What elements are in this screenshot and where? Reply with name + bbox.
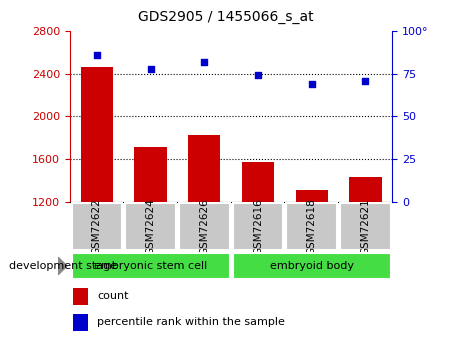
Text: GSM72626: GSM72626 (199, 198, 209, 255)
Polygon shape (58, 257, 67, 275)
Bar (134, 147, 167, 202)
Bar (296, 190, 328, 202)
Bar (72, 203, 122, 250)
Bar (340, 203, 391, 250)
Point (254, 73, 262, 78)
Bar (233, 203, 283, 250)
Point (201, 59, 208, 65)
Point (308, 81, 315, 87)
Text: GSM72616: GSM72616 (253, 198, 263, 255)
Bar (72, 253, 230, 279)
Text: GSM72618: GSM72618 (307, 198, 317, 255)
Bar (242, 162, 274, 202)
Text: percentile rank within the sample: percentile rank within the sample (97, 317, 285, 327)
Bar (233, 253, 391, 279)
Bar (350, 177, 382, 202)
Text: GSM72622: GSM72622 (92, 198, 102, 255)
Point (93, 52, 101, 58)
Point (362, 78, 369, 83)
Text: count: count (97, 291, 129, 301)
Text: embryoid body: embryoid body (270, 261, 354, 271)
Bar (73, 314, 87, 331)
Bar (81, 67, 113, 202)
Bar (73, 288, 87, 305)
Bar (125, 203, 176, 250)
Text: GSM72621: GSM72621 (360, 198, 371, 255)
Bar (286, 203, 337, 250)
Text: embryonic stem cell: embryonic stem cell (94, 261, 207, 271)
Bar (188, 135, 221, 202)
Text: development stage: development stage (9, 261, 117, 271)
Text: GDS2905 / 1455066_s_at: GDS2905 / 1455066_s_at (138, 10, 313, 24)
Point (147, 66, 154, 71)
Bar (179, 203, 230, 250)
Text: GSM72624: GSM72624 (146, 198, 156, 255)
